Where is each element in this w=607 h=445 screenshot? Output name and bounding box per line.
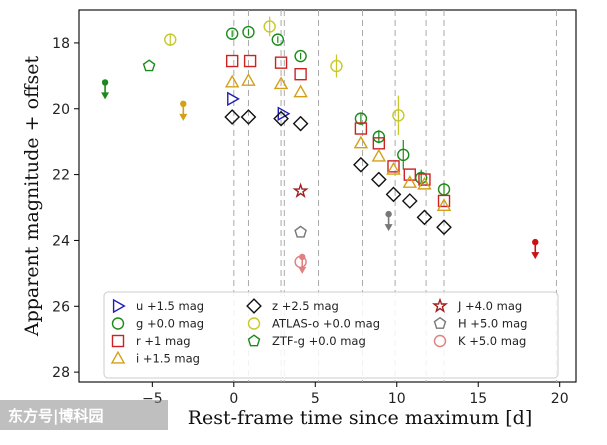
upper-limit-2 (384, 210, 393, 232)
legend-marker-1 (111, 317, 125, 330)
data-point-1-1 (242, 25, 255, 39)
data-point-7-0 (292, 182, 309, 199)
data-point-4-8 (416, 209, 433, 226)
data-point-6-0 (142, 59, 156, 72)
data-point-3-4 (353, 135, 369, 149)
legend-label-1: g +0.0 mag (136, 317, 204, 331)
data-point-4-5 (370, 171, 387, 188)
legend-marker-6 (247, 334, 261, 347)
data-point-3-7 (402, 175, 418, 188)
watermark-text: 东方号|博科园 (8, 407, 103, 426)
x-axis-label: Rest-frame time since maximum [d] (188, 407, 533, 429)
legend-marker-3 (110, 350, 126, 364)
data-point-8-0 (294, 225, 307, 238)
data-point-2-7 (403, 168, 416, 181)
watermark: 东方号|博科园 (0, 400, 168, 430)
data-point-5-0 (164, 33, 177, 46)
upper-limit-3 (298, 253, 307, 274)
upper-limit-4 (531, 238, 540, 260)
legend-marker-9 (433, 334, 447, 348)
data-point-1-3 (294, 49, 307, 63)
data-point-4-4 (353, 156, 369, 173)
data-point-1-2 (271, 33, 284, 46)
y-tick-label: 28 (52, 365, 70, 381)
legend: u +1.5 mag g +0.0 mag r +1 mag i +1.5 mag z … (103, 291, 559, 379)
x-tick-label: 0 (229, 391, 238, 407)
data-point-1-5 (372, 130, 386, 143)
data-point-3-9 (436, 198, 452, 211)
data-point-5-1 (263, 20, 276, 33)
data-point-0-0 (227, 91, 240, 107)
data-point-3-2 (273, 76, 289, 90)
legend-marker-4 (246, 298, 262, 314)
data-point-4-0 (224, 109, 241, 125)
data-point-2-2 (274, 56, 288, 69)
legend-label-3: i +1.5 mag (136, 352, 200, 366)
data-point-1-0 (225, 27, 239, 40)
legend-label-4: z +2.5 mag (272, 299, 339, 313)
legend-marker-5 (247, 317, 261, 330)
data-point-1-6 (397, 148, 410, 162)
data-point-2-0 (225, 54, 239, 68)
data-point-3-8 (417, 176, 432, 190)
x-tick-label: 15 (469, 391, 487, 407)
x-tick-label: 20 (551, 391, 569, 407)
data-point-2-4 (354, 122, 368, 135)
upper-limit-head (179, 113, 188, 121)
data-point-2-3 (294, 67, 307, 81)
data-point-3-0 (224, 74, 240, 88)
data-point-2-6 (387, 160, 400, 173)
legend-marker-0 (112, 298, 126, 314)
x-tick-label: 10 (388, 391, 406, 407)
upper-limit-head (298, 266, 307, 274)
data-point-2-8 (418, 173, 431, 186)
upper-limit-0 (101, 79, 110, 100)
upper-limit-head (384, 224, 393, 232)
x-tick-label: 5 (311, 391, 320, 407)
legend-label-6: ZTF-g +0.0 mag (272, 334, 366, 348)
legend-label-7: J +4.0 mag (457, 299, 522, 313)
upper-limit-head (101, 92, 110, 100)
legend-label-0: u +1.5 mag (136, 299, 204, 313)
y-axis-label: Apparent magnitude + offset (21, 55, 43, 337)
data-point-2-1 (243, 54, 257, 68)
data-point-3-6 (386, 161, 401, 175)
y-tick-label: 24 (52, 233, 70, 249)
upper-limit-arrows (101, 79, 540, 274)
data-point-2-9 (437, 194, 451, 208)
legend-marker-7 (431, 297, 449, 313)
legend-marker-8 (433, 316, 447, 329)
y-tick-label: 22 (52, 168, 70, 184)
legend-label-5: ATLAS-o +0.0 mag (272, 317, 380, 331)
error-bars (169, 16, 445, 196)
data-point-4-6 (385, 186, 402, 203)
legend-marker-2 (111, 334, 125, 348)
data-point-4-2 (273, 110, 289, 127)
data-point-3-5 (371, 148, 387, 162)
data-points (142, 20, 452, 269)
data-point-5-3 (392, 109, 405, 122)
y-tick-label: 26 (52, 299, 70, 315)
watermark-backdrop (0, 400, 168, 430)
legend-label-9: K +5.0 mag (458, 334, 526, 348)
data-point-4-7 (401, 193, 418, 209)
data-point-4-1 (240, 109, 257, 125)
data-point-1-4 (354, 112, 368, 125)
data-point-3-1 (241, 73, 256, 86)
x-axis-ticks: −5 0 5 10 15 20 (142, 382, 569, 407)
y-axis-ticks: 18 20 22 24 26 28 (52, 36, 79, 381)
y-tick-label: 20 (52, 102, 70, 118)
data-point-4-3 (292, 115, 309, 132)
upper-limit-1 (179, 100, 188, 121)
legend-label-2: r +1 mag (136, 334, 191, 348)
legend-box (103, 291, 559, 379)
data-point-3-3 (293, 84, 308, 98)
y-tick-label: 18 (52, 36, 70, 52)
data-point-4-9 (436, 219, 452, 236)
legend-label-8: H +5.0 mag (458, 317, 527, 331)
upper-limit-head (531, 252, 540, 260)
data-point-5-2 (330, 59, 343, 73)
